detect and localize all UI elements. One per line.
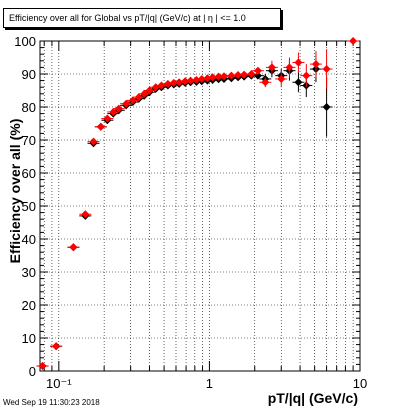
data-point [203,74,212,83]
data-point [311,60,320,69]
data-point [109,107,118,116]
data-point [227,71,236,80]
series-1 [36,37,360,371]
data-point [38,362,47,371]
data-point [285,63,294,72]
data-point [186,76,195,85]
data-point [349,37,358,45]
data-point [122,99,131,108]
data-point [145,86,154,95]
plot-title: Efficiency over all for Global vs pT/|q|… [3,8,281,28]
data-point [208,73,217,82]
data-point [197,74,206,83]
y-tick-label: 100 [14,34,36,49]
data-point [114,104,123,113]
y-tick-label: 10 [22,331,36,346]
data-point [52,342,61,351]
data-point [69,243,78,252]
data-point [261,78,270,87]
y-axis-title: Efficiency over all (%) [7,119,23,264]
data-point [96,122,105,131]
y-tick-label: 30 [22,265,36,280]
data-point [277,74,286,83]
data-point [322,103,331,111]
data-point [163,79,172,88]
data-point [294,78,303,87]
data-point [234,70,243,79]
y-tick-label: 80 [22,100,36,115]
x-tick-label: 10⁻¹ [46,376,72,391]
data-point [103,114,112,123]
grid-lines [40,41,360,371]
data-point [169,78,178,87]
data-point [134,93,143,102]
data-point [302,71,311,80]
data-point [294,58,303,67]
data-point [240,70,249,79]
y-tick-label: 40 [22,232,36,247]
y-tick-label: 70 [22,133,36,148]
y-tick-label: 90 [22,67,36,82]
data-point [267,63,276,72]
data-point [89,137,98,146]
timestamp: Wed Sep 19 11:30:23 2018 [3,398,100,407]
y-tick-label: 60 [22,166,36,181]
data-point [220,72,229,81]
data-point [322,65,331,74]
data-point [247,70,256,78]
data-point [140,89,149,98]
x-tick-label: 1 [206,376,213,391]
axis-ticks: 0 10 20 30 40 50 60 70 80 90 100 10⁻¹ 1 10 [14,34,367,391]
x-tick-label: 10 [353,376,367,391]
data-point [128,96,137,105]
data-series [36,37,360,371]
x-axis-title: pT/|q| (GeV/c) [268,390,358,406]
data-point [181,77,190,86]
data-point [81,210,90,219]
data-point [175,78,184,87]
data-point [253,66,262,75]
y-tick-label: 50 [22,199,36,214]
y-tick-label: 0 [29,364,36,379]
y-tick-label: 20 [22,298,36,313]
data-point [192,75,201,84]
